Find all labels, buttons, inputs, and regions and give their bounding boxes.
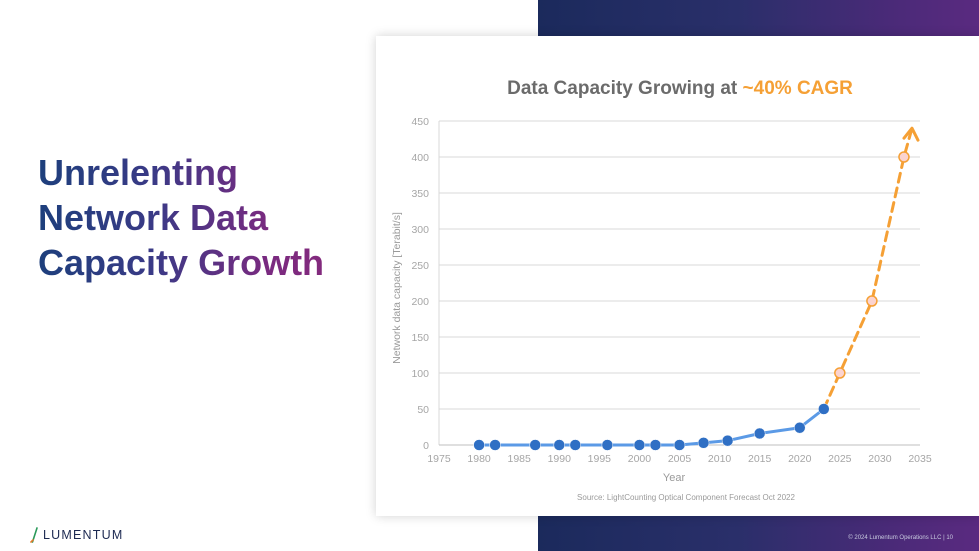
historical-data-point <box>649 439 662 451</box>
chart-title: Data Capacity Growing at ~40% CAGR <box>507 78 853 99</box>
chart-source-note: Source: LightCounting Optical Component … <box>577 493 795 502</box>
historical-data-point <box>601 439 614 451</box>
historical-data-point <box>529 439 541 451</box>
bottom-accent-band <box>538 516 979 551</box>
x-tick-label: 2035 <box>908 453 932 465</box>
x-tick-label: 2030 <box>868 453 892 465</box>
forecast-data-point <box>834 367 846 379</box>
x-tick-label: 1975 <box>427 453 451 465</box>
forecast-data-point <box>898 151 910 163</box>
x-axis-label: Year <box>663 472 686 484</box>
historical-data-point <box>721 434 734 447</box>
chart-axes: 0 50 100 150 200 250 300 350 400 450 1975 1980 1985 1… <box>411 116 931 465</box>
headline-line-3: Capacity Growth <box>38 242 325 283</box>
x-tick-label: 2010 <box>708 453 732 465</box>
x-tick-label: 1980 <box>467 453 491 465</box>
forecast-arrowhead <box>902 126 920 142</box>
x-tick-label: 1985 <box>507 453 531 465</box>
historical-series-line <box>477 407 826 447</box>
lumentum-slash-icon <box>30 527 38 543</box>
x-tick-label: 2000 <box>628 453 652 465</box>
x-tick-label: 2020 <box>788 453 812 465</box>
historical-data-point <box>794 421 806 434</box>
y-axis-label: Network data capacity [Terabit/s] <box>391 212 403 364</box>
chart-title-main: Data Capacity Growing at <box>507 78 742 99</box>
x-tick-label: 2015 <box>748 453 772 465</box>
historical-data-point <box>753 427 766 440</box>
y-tick-label: 150 <box>411 332 429 344</box>
chart-card: Data Capacity Growing at ~40% CAGR 0 50 10… <box>376 36 979 516</box>
historical-data-point <box>697 437 710 449</box>
top-accent-band <box>538 0 979 36</box>
historical-data-point <box>473 439 485 451</box>
chart-series <box>473 126 920 451</box>
historical-data-point <box>633 439 646 451</box>
forecast-data-point <box>866 295 878 307</box>
logo-wordmark: LUMENTUM <box>43 528 124 542</box>
x-tick-label: 1990 <box>548 453 572 465</box>
lumentum-logo: LUMENTUM <box>30 524 123 546</box>
x-tick-label: 1995 <box>588 453 612 465</box>
historical-data-point <box>489 439 501 451</box>
historical-data-point <box>673 439 686 451</box>
chart-gridlines <box>439 120 920 446</box>
y-tick-label: 200 <box>411 296 429 308</box>
y-tick-label: 300 <box>411 224 429 236</box>
y-tick-label: 400 <box>411 152 429 164</box>
x-tick-label: 2025 <box>828 453 852 465</box>
footer-copyright: © 2024 Lumentum Operations LLC | 10 <box>848 535 953 541</box>
slide-headline: Unrelenting Network Data Capacity Growth <box>38 150 368 285</box>
y-tick-label: 450 <box>411 116 429 128</box>
y-tick-label: 250 <box>411 260 429 272</box>
chart-title-highlight: ~40% CAGR <box>743 78 854 99</box>
y-tick-label: 50 <box>417 404 429 416</box>
y-tick-label: 0 <box>423 440 429 452</box>
historical-data-point <box>818 403 830 415</box>
forecast-series-line <box>822 126 914 411</box>
headline-line-2: Network Data <box>38 197 269 238</box>
y-tick-label: 350 <box>411 188 429 200</box>
y-tick-label: 100 <box>411 368 429 380</box>
historical-data-point <box>569 439 582 451</box>
historical-data-point <box>553 439 565 451</box>
x-tick-label: 2005 <box>668 453 692 465</box>
capacity-chart: Data Capacity Growing at ~40% CAGR 0 50 10… <box>391 78 932 502</box>
headline-line-1: Unrelenting <box>38 152 239 193</box>
